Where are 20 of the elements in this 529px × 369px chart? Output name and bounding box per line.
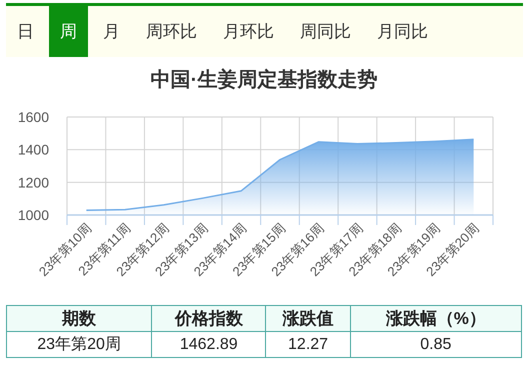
text: 月环比 [222,21,275,43]
text: 23年第20周 [6,332,152,358]
text: 价格指数 [152,306,266,332]
text: 月 [102,21,121,43]
text: 涨跌幅（%） [350,306,522,332]
text: 日 [16,21,35,43]
text: 1462.89 [152,332,266,358]
y-tick-label: 1600 [18,109,50,125]
text: 涨跌值 [266,306,350,332]
text: 0.85 [350,332,522,358]
y-tick-label: 1200 [18,174,50,190]
y-tick-label: 1400 [18,142,50,158]
text: 周同比 [299,21,352,43]
text: 月同比 [376,21,429,43]
text: 周 [49,6,88,57]
text: 期数 [6,306,152,332]
text: 周环比 [145,21,198,43]
chart-title: 中国·生姜周定基指数走势 [150,68,378,91]
text: 12.27 [266,332,350,358]
y-tick-label: 1000 [18,207,50,223]
